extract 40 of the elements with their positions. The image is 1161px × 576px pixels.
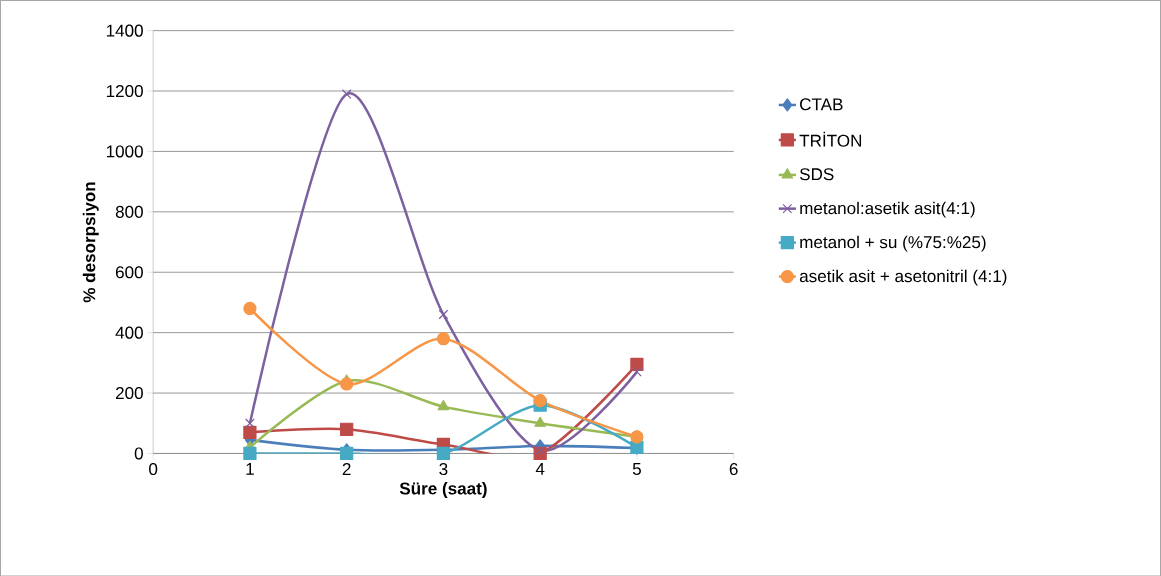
y-tick-label: 600: [115, 265, 143, 279]
x-tick-label: 2: [342, 462, 351, 475]
point: [533, 393, 547, 407]
y-tick-label: 1000: [106, 145, 143, 158]
point: [630, 357, 644, 371]
y-tick-label: 1200: [106, 84, 143, 97]
point: [534, 416, 546, 427]
point: [340, 377, 354, 391]
legend-label: SDS: [799, 167, 834, 181]
legend-label: TRİTON: [799, 131, 862, 147]
x-tick-label: 4: [535, 462, 545, 475]
point: [340, 422, 354, 436]
point: [340, 446, 354, 460]
x-tick-label: 1: [246, 462, 254, 475]
point: [341, 88, 352, 99]
point: [438, 309, 449, 320]
point: [436, 331, 451, 346]
legend-label: asetik asit + asetonitril (4:1): [799, 269, 1007, 286]
point: [436, 446, 451, 460]
y-tick-label: 1400: [106, 24, 143, 37]
y-tick-label: 0: [134, 447, 143, 460]
y-tick-label: 200: [115, 386, 143, 399]
point: [243, 301, 257, 315]
point: [243, 425, 257, 439]
point: [535, 445, 546, 456]
legend-label: metanol:asetik asit(4:1): [800, 201, 975, 218]
legend-label: CTAB: [800, 98, 843, 111]
x-tick-label: 3: [439, 462, 448, 475]
x-axis-title: Süre (saat): [399, 481, 487, 498]
point: [632, 366, 642, 377]
point: [245, 418, 255, 428]
x-tick-label: 0: [149, 462, 158, 475]
legend-label: metanol + su (%75:%25): [800, 235, 986, 252]
y-axis-title: % desorpsiyon: [82, 182, 99, 303]
x-tick-label: 5: [632, 462, 641, 475]
y-tick-label: 400: [115, 326, 143, 339]
y-tick-label: 800: [115, 205, 143, 218]
point: [437, 399, 450, 411]
point: [243, 446, 257, 460]
x-tick-label: 6: [729, 462, 738, 475]
